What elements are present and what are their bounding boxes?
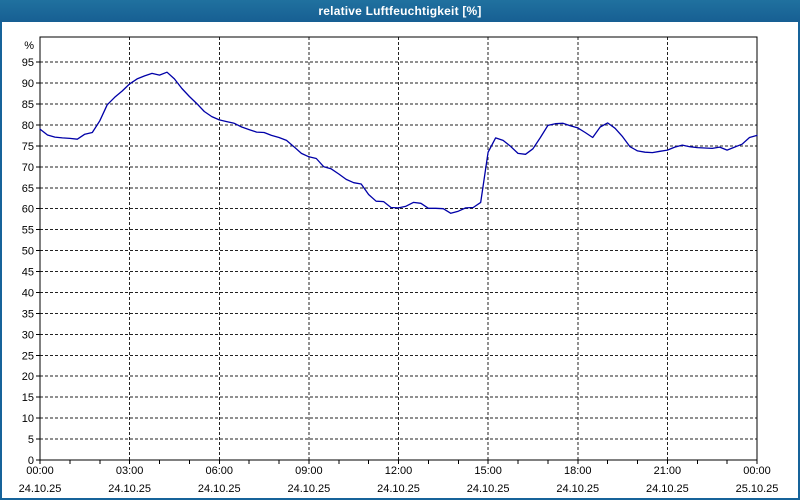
x-tick-time-label: 09:00	[295, 465, 323, 477]
y-tick-label: 95	[22, 57, 34, 69]
plot-border	[39, 36, 758, 461]
y-tick-label: 90	[22, 78, 34, 90]
x-tick-date-label: 24.10.25	[646, 483, 689, 495]
x-tick-date-label: 24.10.25	[108, 483, 151, 495]
y-tick-label: 65	[22, 183, 34, 195]
x-tick-date-label: 24.10.25	[287, 483, 330, 495]
x-tick-time-label: 12:00	[385, 465, 413, 477]
humidity-line-chart: 05101520253035404550556065707580859095%0…	[19, 36, 779, 495]
y-tick-label: 55	[22, 225, 34, 237]
y-tick-label: 60	[22, 204, 34, 216]
window-titlebar: relative Luftfeuchtigkeit [%]	[0, 0, 800, 22]
x-tick-time-label: 03:00	[116, 465, 144, 477]
y-tick-label: 10	[22, 413, 34, 425]
y-tick-label: 25	[22, 350, 34, 362]
x-tick-date-label: 24.10.25	[198, 483, 241, 495]
y-tick-label: 85	[22, 99, 34, 111]
x-tick-time-label: 06:00	[205, 465, 233, 477]
window-title: relative Luftfeuchtigkeit [%]	[318, 4, 482, 18]
humidity-series-line	[39, 71, 758, 214]
x-tick-date-label: 24.10.25	[556, 483, 599, 495]
y-axis-labels: 0 5 10 15 20 25 30 35 40 45 50 55 60 65 70 75 80 85 90 95%	[22, 40, 34, 467]
x-tick-date-label: 24.10.25	[467, 483, 510, 495]
x-tick-time-label: 00:00	[743, 465, 771, 477]
chart-area: 0 5 10 15 20 25 30 35 40 45 50 55 60 65 70 75 80 85 90 95% 0…	[2, 22, 798, 498]
x-tick-date-label: 24.10.25	[377, 483, 420, 495]
x-tick-time-label: 00:00	[26, 465, 54, 477]
y-tick-label: 50	[22, 246, 34, 258]
y-tick-label: 80	[22, 120, 34, 132]
y-tick-label: 35	[22, 308, 34, 320]
x-tick-date-label: 24.10.25	[19, 483, 62, 495]
y-tick-label: 0	[28, 455, 34, 467]
y-tick-label: 30	[22, 329, 34, 341]
x-tick-time-label: 18:00	[564, 465, 592, 477]
y-tick-label: 45	[22, 267, 34, 279]
gridlines	[40, 37, 757, 460]
x-axis-labels: 00:00 24.10.25 03:00 24.10.25 06:00 24.10.25 0…	[19, 465, 779, 495]
y-tick-label: 70	[22, 162, 34, 174]
y-axis-unit-label: %	[24, 40, 34, 52]
y-tick-label: 5	[28, 434, 34, 446]
x-tick-time-label: 15:00	[474, 465, 502, 477]
x-tick-time-label: 21:00	[654, 465, 682, 477]
y-tick-label: 40	[22, 287, 34, 299]
y-tick-label: 75	[22, 141, 34, 153]
y-tick-label: 15	[22, 392, 34, 404]
axis-ticks	[36, 61, 758, 464]
x-tick-date-label: 25.10.25	[736, 483, 779, 495]
y-tick-label: 20	[22, 371, 34, 383]
